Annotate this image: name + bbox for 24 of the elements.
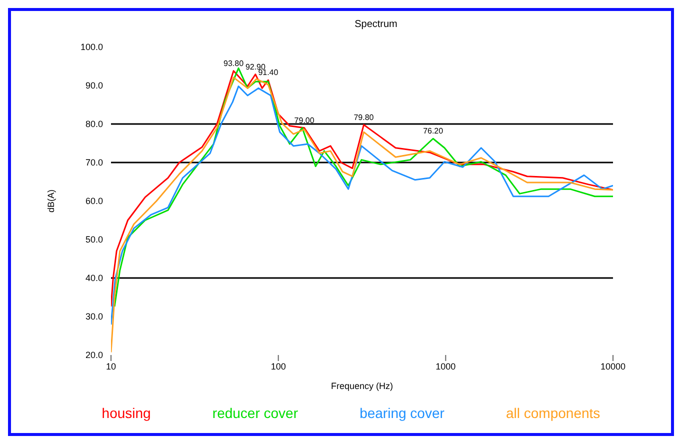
y-tick-label: 70.0	[85, 158, 103, 168]
x-axis-title: Frequency (Hz)	[330, 381, 394, 391]
y-axis-title: dB(A)	[46, 189, 56, 213]
annotation: 93.80	[224, 58, 244, 68]
y-tick-label: 30.0	[85, 312, 103, 322]
text: housing	[102, 405, 151, 421]
x-tick-label: 10000	[600, 361, 626, 372]
annotation: 76.20	[423, 126, 444, 136]
y-tick-label: 50.0	[85, 234, 103, 245]
y-tick-label: 100.0	[80, 42, 103, 52]
x-tick-label: 10	[106, 361, 116, 372]
y-tick-label: 60.0	[85, 196, 103, 206]
text: bearing cover	[360, 405, 444, 421]
chart-title: Spectrum	[354, 19, 398, 32]
text: all components	[506, 405, 600, 421]
x-tick-label: 1000	[436, 361, 456, 372]
x-tick-label: 100	[270, 361, 286, 372]
y-tick-label: 90.0	[85, 80, 103, 91]
annotation: 79.00	[294, 116, 315, 125]
annotation: 79.80	[354, 112, 374, 122]
y-tick-label: 20.0	[85, 350, 103, 360]
text: reducer cover	[212, 405, 298, 421]
y-tick-label: 40.0	[85, 273, 103, 284]
y-tick-label: 80.0	[85, 119, 103, 130]
